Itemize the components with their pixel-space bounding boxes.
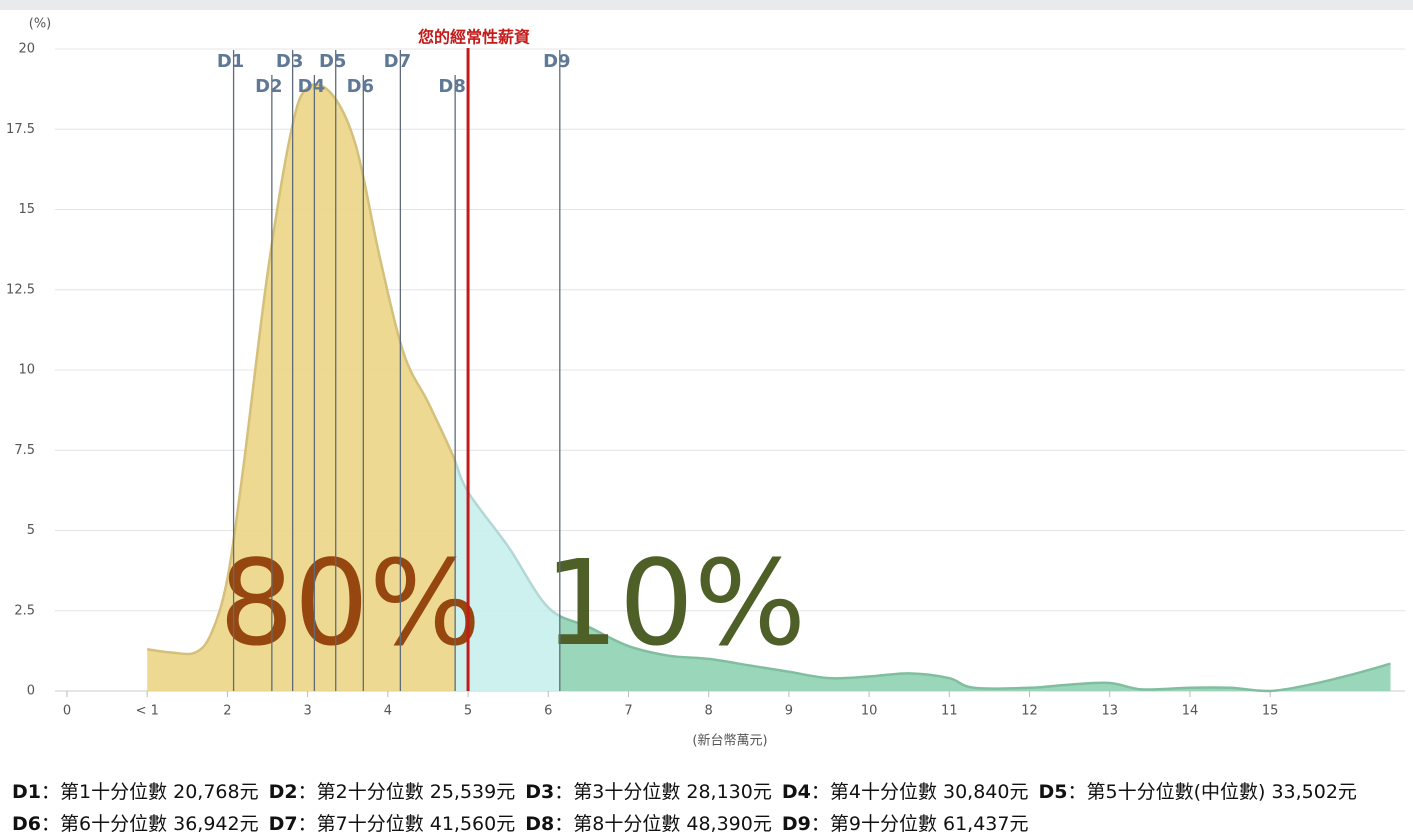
decile-label: D3 (276, 51, 303, 72)
salary-label: 您的經常性薪資 (418, 28, 530, 47)
note-key: D6 (12, 813, 41, 835)
note-key: D5 (1038, 781, 1068, 803)
x-tick-label: 7 (624, 704, 632, 719)
decile-note: D7：第7十分位數 41,560元 (269, 813, 516, 835)
y-tick-label: 12.5 (6, 282, 35, 297)
decile-label: D2 (255, 76, 282, 97)
note-key: D4 (781, 781, 811, 803)
decile-label: D6 (347, 76, 374, 97)
density-area (147, 84, 456, 691)
decile-note: D9：第9十分位數 61,437元 (782, 813, 1029, 835)
top-bar (0, 0, 1413, 10)
note-text: ：第4十分位數 30,840元 (810, 781, 1029, 803)
region-percent: 10% (544, 534, 806, 672)
y-tick-label: 15 (18, 202, 35, 217)
x-tick-label: 0 (63, 704, 71, 719)
y-tick-label: 10 (18, 363, 35, 378)
decile-label: D8 (438, 76, 465, 97)
note-text: ：第1十分位數 20,768元 (41, 781, 259, 803)
y-unit: (%) (29, 17, 52, 32)
x-tick-label: 2 (223, 704, 231, 719)
decile-note: D2：第2十分位數 25,539元 (269, 781, 516, 803)
density-line (147, 83, 456, 656)
x-tick-label: 12 (1021, 704, 1038, 719)
decile-notes: D1：第1十分位數 20,768元 D2：第2十分位數 25,539元 D3：第3十… (12, 776, 1367, 840)
decile-note: D1：第1十分位數 20,768元 (12, 781, 259, 803)
note-key: D7 (268, 813, 298, 835)
note-text: ：第6十分位數 36,942元 (41, 813, 259, 835)
notes-row: D1：第1十分位數 20,768元 D2：第2十分位數 25,539元 D3：第3十… (12, 776, 1367, 808)
note-text: ：第3十分位數 28,130元 (554, 781, 772, 803)
decile-note: D8：第8十分位數 48,390元 (525, 813, 772, 835)
x-tick-label: 5 (464, 704, 472, 719)
x-tick-label: 9 (785, 704, 793, 719)
x-tick-label: < 1 (136, 704, 159, 719)
chart: (%) (新台幣萬元) 0 2.5 5 7.5 10 12.5 15 17.5 20 0 < 1 2 3… (6, 17, 1405, 749)
note-key: D9 (781, 813, 811, 835)
decile-label: D9 (543, 51, 570, 72)
region-percent: 80% (219, 534, 481, 672)
decile-note: D3：第3十分位數 28,130元 (525, 781, 772, 803)
x-tick-label: 14 (1182, 704, 1199, 719)
note-key: D2 (268, 781, 298, 803)
y-tick-label: 17.5 (6, 122, 35, 137)
decile-label: D7 (384, 51, 411, 72)
density-area (559, 616, 1391, 692)
note-key: D1 (12, 781, 41, 803)
note-key: D8 (525, 813, 555, 835)
y-tick-label: 0 (27, 684, 35, 699)
note-text: ：第8十分位數 48,390元 (554, 813, 772, 835)
x-axis-label: (新台幣萬元) (692, 733, 767, 749)
y-tick-label: 7.5 (14, 443, 35, 458)
notes-row: D6：第6十分位數 36,942元 D7：第7十分位數 41,560元 D8：第8十… (12, 808, 1367, 840)
density-line (559, 614, 1391, 693)
decile-label: D1 (217, 51, 244, 72)
x-tick-label: 11 (941, 704, 958, 719)
decile-note: D5：第5十分位數(中位數) 33,502元 (1039, 781, 1357, 803)
x-tick-label: 4 (384, 704, 392, 719)
note-key: D3 (525, 781, 555, 803)
decile-note: D6：第6十分位數 36,942元 (12, 813, 259, 835)
x-tick-label: 6 (544, 704, 552, 719)
decile-label: D4 (298, 76, 325, 97)
y-tick-label: 5 (27, 523, 35, 538)
x-tick-label: 3 (303, 704, 311, 719)
density-area (455, 461, 560, 691)
note-text: ：第7十分位數 41,560元 (297, 813, 516, 835)
note-text: ：第9十分位數 61,437元 (810, 813, 1029, 835)
y-tick-label: 20 (18, 42, 35, 57)
decile-label: D5 (319, 51, 346, 72)
x-tick-label: 13 (1101, 704, 1118, 719)
x-tick-label: 8 (705, 704, 713, 719)
y-tick-label: 2.5 (14, 603, 35, 618)
note-text: ：第2十分位數 25,539元 (297, 781, 516, 803)
note-text: ：第5十分位數(中位數) 33,502元 (1067, 781, 1357, 803)
x-tick-label: 15 (1262, 704, 1279, 719)
decile-note: D4：第4十分位數 30,840元 (782, 781, 1029, 803)
x-tick-label: 10 (861, 704, 878, 719)
